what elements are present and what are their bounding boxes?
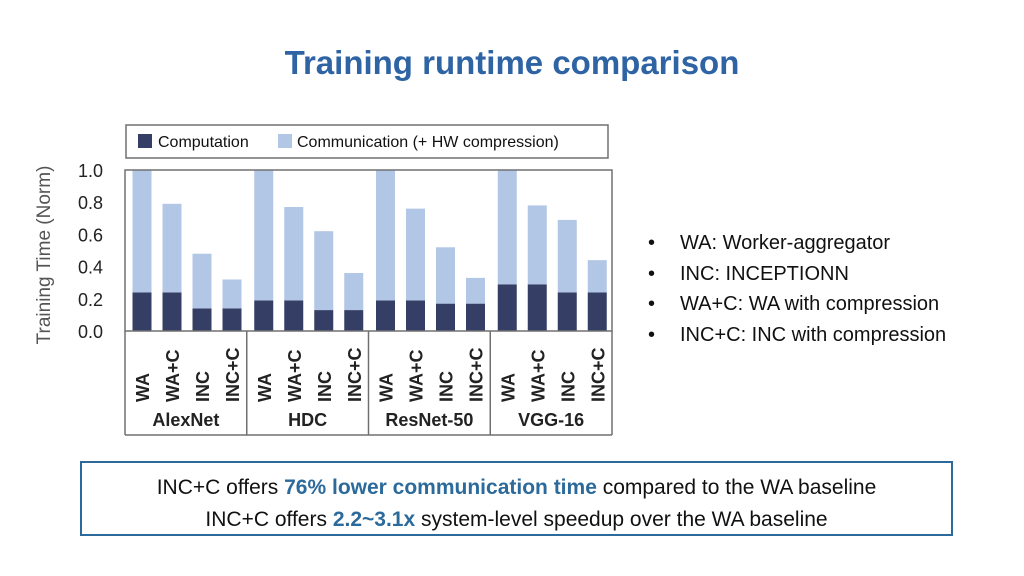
summary-line-1-pre: INC+C offers bbox=[156, 476, 285, 499]
legend-label-computation: Computation bbox=[158, 134, 249, 151]
bar-computation bbox=[192, 308, 212, 331]
bar-communication bbox=[344, 273, 364, 311]
summary-line-2: INC+C offers 2.2~3.1x system-level speed… bbox=[82, 504, 951, 536]
y-tick-label: 0.8 bbox=[78, 193, 103, 213]
x-category-label: WA bbox=[255, 373, 275, 402]
legend-frame bbox=[125, 124, 609, 159]
bar-computation bbox=[406, 300, 425, 331]
x-category-label: INC bbox=[437, 371, 457, 402]
stacked-bar-chart: Computation Communication (+ HW compress… bbox=[34, 124, 613, 436]
bar-communication bbox=[284, 207, 304, 301]
x-category-label: INC bbox=[193, 371, 213, 402]
bar-computation bbox=[314, 310, 334, 331]
summary-line-2-highlight: 2.2~3.1x bbox=[332, 508, 416, 531]
x-category-label: INC bbox=[315, 371, 335, 402]
bar-computation bbox=[527, 284, 547, 331]
bullet-inc-c: INC+C: INC with compression bbox=[648, 320, 946, 351]
x-category-label: WA+C bbox=[163, 349, 183, 402]
bar-computation bbox=[254, 300, 274, 331]
x-group-label: AlexNet bbox=[152, 410, 219, 430]
y-tick-label: 0.2 bbox=[78, 290, 103, 310]
summary-line-2-post: system-level speedup over the WA baselin… bbox=[415, 508, 828, 531]
x-group-label: HDC bbox=[288, 410, 327, 430]
bar-communication bbox=[527, 205, 547, 285]
bar-computation bbox=[222, 308, 242, 331]
bar-computation bbox=[557, 292, 577, 331]
x-category-label: INC+C bbox=[467, 347, 487, 402]
bar-communication bbox=[376, 170, 395, 301]
x-category-label: INC+C bbox=[223, 347, 243, 402]
bullet-inc: INC: INCEPTIONN bbox=[648, 259, 946, 290]
x-category-label: WA bbox=[377, 373, 397, 402]
x-category-label: WA bbox=[133, 373, 153, 402]
bar-communication bbox=[497, 170, 517, 285]
chart-legend: Computation Communication (+ HW compress… bbox=[125, 124, 609, 159]
bar-communication bbox=[436, 247, 455, 304]
plot-frame bbox=[124, 169, 613, 436]
x-category-label: WA+C bbox=[285, 349, 305, 402]
y-tick-label: 0.4 bbox=[78, 258, 103, 278]
y-tick-label: 0.6 bbox=[78, 225, 103, 245]
x-category-label: INC+C bbox=[588, 347, 608, 402]
bar-computation bbox=[466, 303, 485, 331]
bars bbox=[132, 170, 607, 331]
x-group-label: ResNet-50 bbox=[385, 410, 473, 430]
y-axis-label: Training Time (Norm) bbox=[34, 166, 55, 345]
y-axis-ticks: 1.0 0.8 0.6 0.4 0.2 0.0 bbox=[78, 161, 103, 342]
bar-communication bbox=[587, 260, 607, 293]
x-group-label: VGG-16 bbox=[518, 410, 584, 430]
y-tick-label: 0.0 bbox=[78, 322, 103, 342]
bar-communication bbox=[314, 231, 334, 311]
bar-communication bbox=[132, 170, 152, 293]
bar-computation bbox=[284, 300, 304, 331]
legend-label-communication: Communication (+ HW compression) bbox=[297, 134, 559, 151]
bar-communication bbox=[222, 279, 242, 309]
bar-communication bbox=[466, 277, 485, 304]
x-category-label: INC+C bbox=[345, 347, 365, 402]
bullet-wa-c: WA+C: WA with compression bbox=[648, 289, 946, 320]
bar-communication bbox=[162, 203, 182, 293]
bar-communication bbox=[406, 208, 425, 301]
legend-swatch-communication bbox=[278, 134, 292, 148]
legend-swatch-computation bbox=[138, 134, 152, 148]
legend-bullets: WA: Worker-aggregator INC: INCEPTIONN WA… bbox=[648, 228, 946, 350]
x-category-label: WA+C bbox=[407, 349, 427, 402]
bar-computation bbox=[132, 292, 152, 331]
bullet-wa: WA: Worker-aggregator bbox=[648, 228, 946, 259]
bar-computation bbox=[587, 292, 607, 331]
summary-line-1-highlight: 76% lower communication time bbox=[284, 476, 597, 499]
slide-title: Training runtime comparison bbox=[284, 44, 740, 81]
bar-communication bbox=[254, 170, 274, 301]
x-category-label: INC bbox=[558, 371, 578, 402]
y-tick-label: 1.0 bbox=[78, 161, 103, 181]
summary-line-1-post: compared to the WA baseline bbox=[596, 476, 877, 499]
summary-line-1: INC+C offers 76% lower communication tim… bbox=[82, 472, 951, 504]
x-category-label: WA bbox=[498, 373, 518, 402]
bar-computation bbox=[376, 300, 395, 331]
summary-line-2-pre: INC+C offers bbox=[205, 508, 333, 531]
x-category-label: WA+C bbox=[528, 349, 548, 402]
bar-computation bbox=[162, 292, 182, 331]
bar-computation bbox=[497, 284, 517, 331]
summary-box: INC+C offers 76% lower communication tim… bbox=[80, 461, 953, 536]
bar-communication bbox=[557, 219, 577, 293]
bar-computation bbox=[436, 303, 455, 331]
bar-computation bbox=[344, 310, 364, 331]
bar-communication bbox=[192, 253, 212, 309]
